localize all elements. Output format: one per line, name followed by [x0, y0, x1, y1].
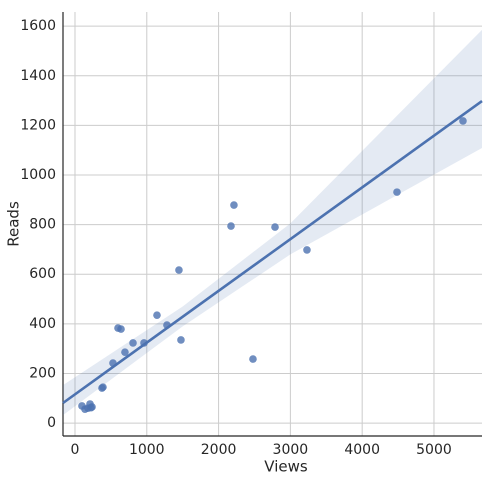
data-point	[87, 403, 95, 412]
data-point	[175, 266, 183, 274]
data-point	[271, 223, 279, 231]
regression-line	[62, 100, 483, 405]
data-point	[177, 336, 185, 344]
y-tick-label: 1600	[20, 18, 56, 34]
data-point	[459, 117, 467, 125]
data-point	[98, 384, 106, 392]
data-point	[121, 348, 129, 356]
data-point	[303, 246, 311, 254]
data-point	[227, 222, 235, 230]
y-tick-label: 0	[47, 415, 56, 431]
data-point	[393, 188, 401, 196]
y-tick-label: 600	[29, 266, 56, 282]
data-point	[249, 355, 257, 363]
y-tick-label: 1400	[20, 68, 56, 84]
data-point	[129, 339, 137, 347]
data-point	[117, 325, 125, 333]
confidence-band	[63, 29, 482, 416]
x-tick-label: 1000	[129, 442, 165, 458]
y-axis-label: Reads	[5, 201, 23, 247]
x-tick-label: 2000	[201, 442, 237, 458]
x-tick-label: 3000	[273, 442, 309, 458]
y-tick-label: 800	[29, 217, 56, 233]
x-tick-label: 0	[71, 442, 80, 458]
x-tick-label: 5000	[416, 442, 452, 458]
x-axis-label: Views	[264, 458, 308, 476]
data-point	[230, 201, 238, 209]
data-point	[153, 311, 161, 319]
y-tick-label: 400	[29, 316, 56, 332]
y-tick-label: 1000	[20, 167, 56, 183]
x-tick-label: 4000	[344, 442, 380, 458]
y-tick-label: 200	[29, 365, 56, 381]
y-tick-label: 1200	[20, 117, 56, 133]
